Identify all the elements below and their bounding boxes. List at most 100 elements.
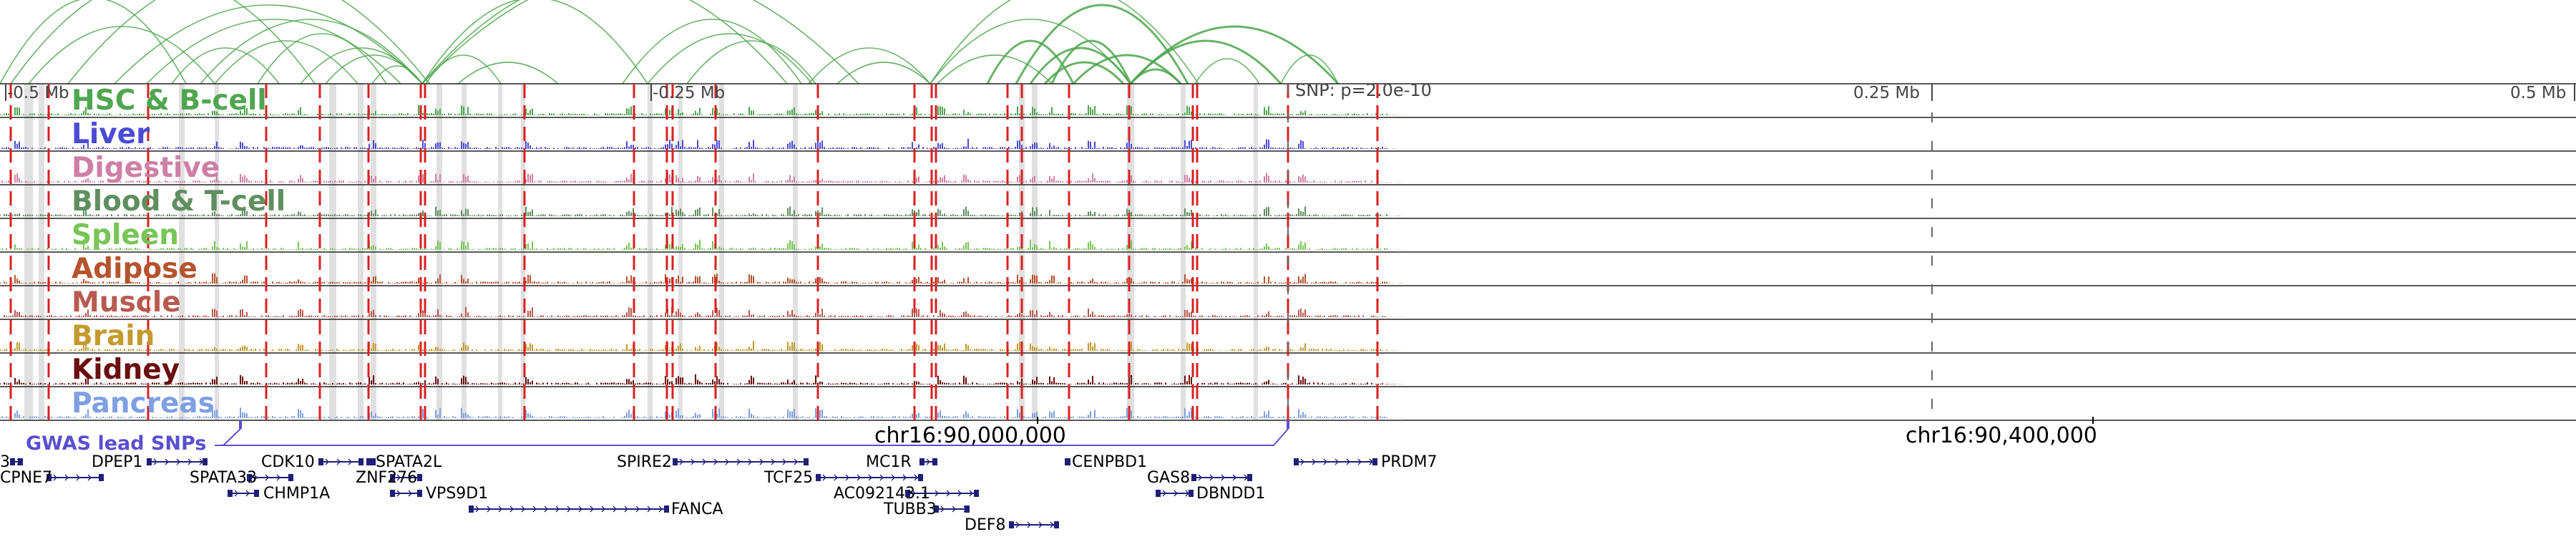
- gene-label: SPATA2L: [376, 453, 442, 471]
- coordinate-axis: chr16:90,000,000 chr16:90,400,000: [874, 417, 2097, 448]
- loop-arc: [930, 19, 1131, 84]
- gene-exon: [1156, 490, 1161, 497]
- track-label-digestive: Digestive: [72, 152, 220, 184]
- strand-arrow: [336, 458, 341, 465]
- coordinate-label: chr16:90,000,000: [874, 423, 1066, 448]
- strand-arrow: [879, 474, 884, 481]
- loop-arc: [1194, 58, 1260, 84]
- strand-arrow: [914, 474, 918, 481]
- gene-exon: [1065, 458, 1070, 465]
- strand-arrow: [1221, 474, 1225, 481]
- gene-exon: [1372, 458, 1377, 465]
- gene-exon: [318, 458, 323, 465]
- gene-exon: [673, 458, 678, 465]
- loop-arc: [146, 19, 401, 84]
- strand-arrow: [325, 458, 329, 465]
- gene-exon: [228, 490, 233, 497]
- scale-tick-label: 0.25 Mb: [1853, 84, 1920, 102]
- gene-exon: [664, 505, 669, 513]
- track-label-kidney: Kidney: [72, 354, 180, 386]
- loop-arc: [1280, 54, 1339, 84]
- strand-arrow: [1015, 521, 1020, 528]
- gene-exon: [918, 474, 923, 481]
- gene-label: GAS8: [1147, 469, 1190, 487]
- loop-arc: [67, 0, 430, 84]
- track-label-muscle: Muscle: [72, 286, 181, 319]
- gene-label: SPIRE2: [617, 453, 672, 471]
- signal-brain: [0, 341, 1402, 351]
- loop-arc: [836, 62, 931, 84]
- strand-arrow: [1162, 490, 1166, 497]
- gene-label: SPATA33: [190, 469, 257, 487]
- loop-arc: [10, 0, 316, 84]
- chromatin-loop-arcs: [0, 0, 1340, 85]
- gene-label: ZNF276: [356, 469, 417, 487]
- gene-exon: [1294, 458, 1299, 465]
- strand-arrow: [1357, 458, 1362, 465]
- strand-arrow: [1038, 521, 1043, 528]
- strand-arrow: [713, 458, 718, 465]
- gene-exon: [905, 490, 910, 497]
- loop-arc: [1015, 4, 1189, 84]
- loop-arc: [421, 0, 648, 84]
- strand-arrow: [1300, 458, 1304, 465]
- strand-arrow: [902, 474, 907, 481]
- gene-exon: [99, 474, 104, 481]
- loop-arc: [421, 0, 788, 84]
- signal-liver: [0, 138, 1402, 149]
- loop-arc: [1129, 25, 1340, 85]
- scale-tick-label: -0.25 Mb: [653, 84, 725, 102]
- strand-arrow: [498, 505, 502, 513]
- gene-exon: [366, 458, 371, 465]
- gene-exon: [417, 490, 422, 497]
- gene-exon: [932, 458, 937, 465]
- gene-label: TUBB3: [883, 500, 937, 518]
- strand-arrow: [845, 474, 849, 481]
- loop-arc: [457, 62, 559, 84]
- loop-arc: [325, 54, 423, 84]
- gene-label: CDK10: [261, 453, 315, 471]
- loop-arc: [214, 40, 358, 84]
- strand-arrow: [396, 490, 401, 497]
- strand-arrow: [153, 458, 157, 465]
- loop-arc: [647, 33, 813, 84]
- track-label-brain: Brain: [72, 320, 155, 352]
- strand-arrow: [578, 505, 582, 513]
- loop-arc: [171, 47, 280, 84]
- gene-exon: [371, 458, 376, 465]
- strand-arrow: [234, 490, 238, 497]
- strand-arrow: [532, 505, 537, 513]
- strand-arrow: [601, 505, 605, 513]
- strand-arrow: [748, 458, 752, 465]
- strand-arrow: [702, 458, 706, 465]
- gwas-track: GWAS lead SNPs: [26, 420, 1289, 455]
- gene-label: AC092143.1: [834, 485, 930, 503]
- strand-arrow: [794, 458, 798, 465]
- strand-arrow: [1232, 474, 1236, 481]
- strand-arrow: [923, 490, 927, 497]
- strand-arrow: [87, 474, 92, 481]
- gene-exon: [974, 490, 979, 497]
- strand-arrow: [1335, 458, 1339, 465]
- gene-exon: [1189, 490, 1194, 497]
- gene-exon: [358, 458, 364, 465]
- loop-arc: [114, 4, 423, 84]
- strand-arrow: [408, 490, 412, 497]
- gene-exon: [934, 505, 939, 513]
- gene-exon: [390, 474, 395, 481]
- strand-arrow: [76, 474, 80, 481]
- strand-arrow: [245, 490, 250, 497]
- strand-arrow: [1346, 458, 1350, 465]
- strand-arrow: [1198, 474, 1202, 481]
- loop-arc: [986, 39, 1075, 84]
- coordinate-label: chr16:90,400,000: [1906, 423, 2097, 448]
- strand-arrow: [691, 458, 695, 465]
- gene-label: CPNE7: [0, 469, 52, 487]
- strand-arrow: [521, 505, 525, 513]
- strand-arrow: [725, 458, 729, 465]
- strand-arrow: [53, 474, 57, 481]
- strand-arrow: [348, 458, 352, 465]
- strand-arrow: [1174, 490, 1178, 497]
- strand-arrow: [635, 505, 640, 513]
